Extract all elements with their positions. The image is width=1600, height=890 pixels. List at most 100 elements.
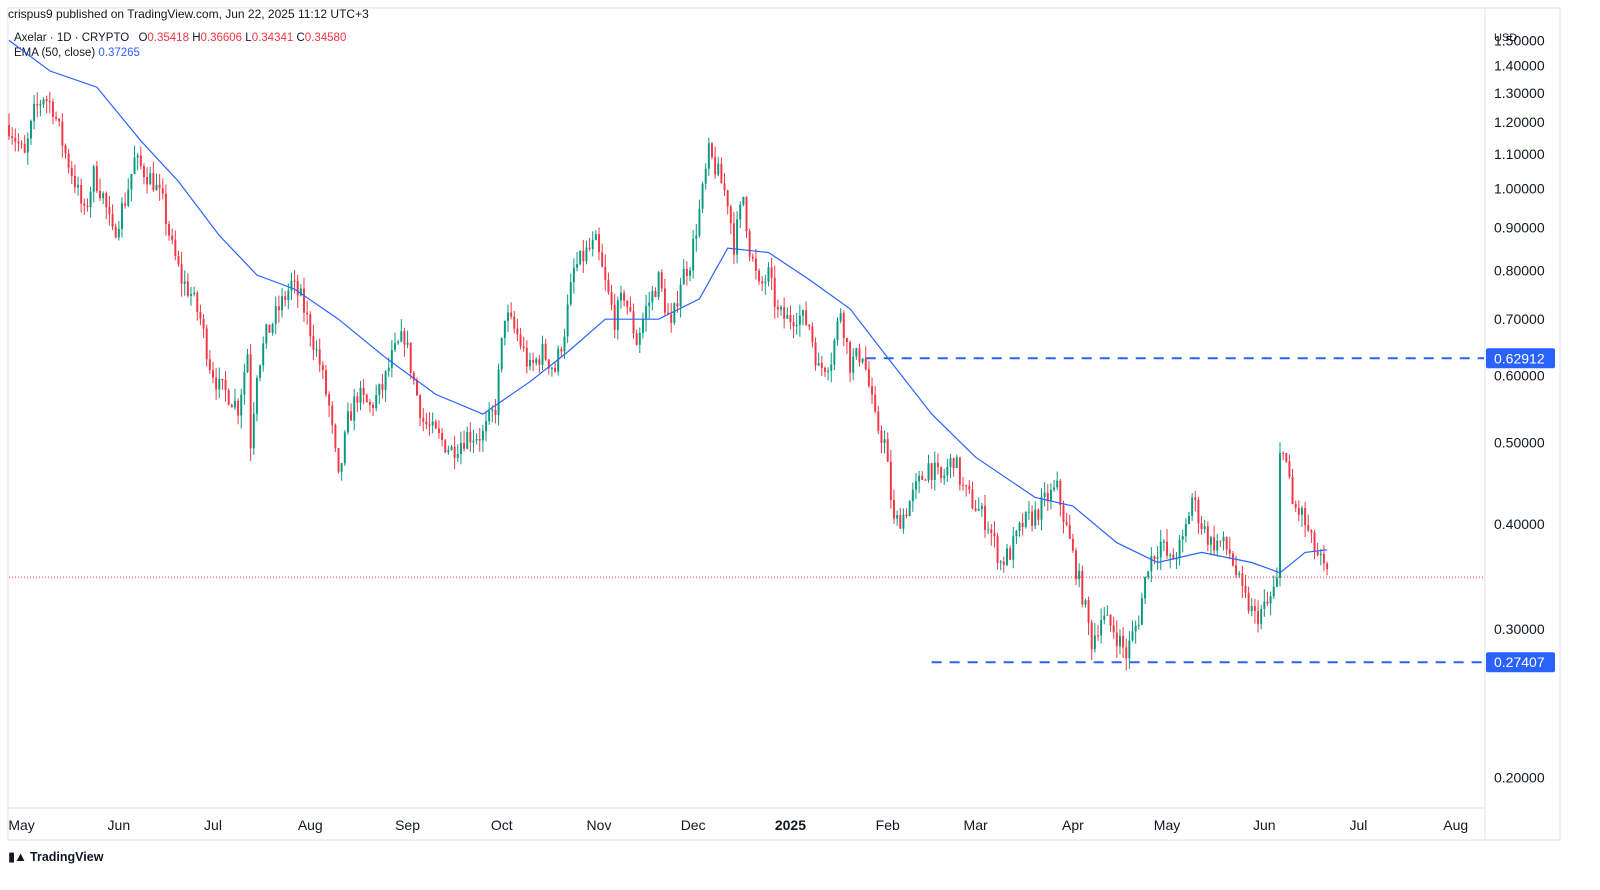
candle (240, 388, 243, 429)
candle-body (287, 290, 290, 300)
candle-body (450, 446, 453, 450)
candle (899, 507, 902, 529)
candle (1250, 598, 1253, 617)
candle (880, 425, 883, 454)
candle (186, 273, 189, 298)
candle (105, 191, 108, 220)
candle-body (55, 116, 58, 119)
candle-body (202, 318, 205, 329)
candle-body (1031, 511, 1034, 526)
candle-body (1034, 509, 1037, 526)
candle-body (124, 203, 127, 206)
candle-body (695, 235, 698, 239)
candle-body (1109, 614, 1112, 626)
candle (607, 272, 610, 295)
candle (208, 350, 211, 374)
candle (11, 127, 14, 145)
candle (29, 119, 32, 146)
candle-body (447, 449, 450, 453)
candle (598, 227, 600, 261)
candle (798, 304, 801, 337)
candle (858, 343, 861, 367)
time-axis[interactable]: May Jun Jul Aug Sep Oct Nov Dec 2025 Feb Mar Apr May… (8, 817, 1468, 833)
candle-body (199, 311, 202, 319)
candle (89, 186, 92, 218)
candle (444, 439, 447, 454)
candle (814, 337, 817, 371)
candle-body (67, 153, 70, 168)
candle-body (968, 485, 971, 490)
candle (303, 277, 305, 322)
candle (1002, 556, 1005, 573)
candle-body (783, 307, 786, 319)
price-axis[interactable]: 0.20000 0.30000 0.40000 0.50000 0.60000 0.700… (1494, 32, 1545, 785)
candle (284, 291, 287, 307)
candle (1097, 625, 1099, 641)
candle-body (507, 312, 509, 321)
candle (770, 257, 773, 290)
candle (227, 388, 230, 406)
candle-body (346, 411, 349, 433)
candle (1288, 454, 1291, 479)
candle (202, 314, 205, 339)
currency-label[interactable]: USD (1494, 32, 1518, 44)
candle-body (155, 184, 158, 191)
candle (287, 283, 290, 310)
candle (478, 427, 481, 452)
candle-body (1301, 508, 1303, 515)
candle (695, 223, 698, 252)
candle (299, 284, 302, 297)
candle-body (905, 514, 908, 517)
candle-body (105, 193, 108, 208)
candle (849, 340, 852, 383)
ema-label[interactable]: EMA (50, close) (14, 47, 96, 59)
candle-body (1222, 537, 1225, 542)
candle-body (1272, 586, 1275, 597)
candle (1043, 482, 1046, 507)
candle-body (95, 166, 98, 192)
candle (871, 377, 874, 405)
candle-body (896, 515, 899, 519)
candle-body (262, 343, 265, 366)
candle-body (117, 228, 120, 238)
candle-body (1075, 550, 1077, 580)
candle (48, 91, 51, 114)
candle (1184, 518, 1187, 543)
candle-body (704, 168, 707, 184)
candle-body (372, 404, 375, 409)
candle (704, 163, 707, 190)
candle-body (478, 439, 481, 441)
symbol-label[interactable]: Axelar · 1D · CRYPTO (14, 32, 130, 44)
candle-body (268, 324, 271, 333)
candle (802, 309, 804, 326)
candle-body (1225, 537, 1228, 550)
candle (447, 445, 450, 455)
tradingview-logo[interactable]: ▮▲ TradingView (8, 849, 103, 865)
candle-body (158, 184, 161, 188)
candle (224, 371, 227, 402)
candle (1153, 555, 1156, 565)
candle (701, 181, 704, 214)
candle-body (434, 421, 437, 429)
candle-body (400, 331, 403, 342)
candle-body (1065, 522, 1068, 525)
candle-body (1156, 557, 1159, 560)
candle-body (1188, 515, 1190, 525)
candle-body (146, 177, 149, 185)
candle (742, 196, 745, 207)
candle (146, 167, 149, 194)
candle-body (136, 155, 139, 158)
candle (1194, 490, 1197, 512)
candle-body (500, 338, 503, 370)
candle-body (886, 439, 889, 462)
candle-body (472, 440, 475, 443)
candle-body (494, 409, 497, 415)
candle (111, 204, 114, 231)
horizontal-levels (865, 357, 1484, 664)
candle-body (334, 424, 337, 449)
candle-body (594, 234, 597, 240)
candle (39, 99, 42, 117)
candle (441, 428, 444, 447)
candle-body (1257, 610, 1260, 624)
